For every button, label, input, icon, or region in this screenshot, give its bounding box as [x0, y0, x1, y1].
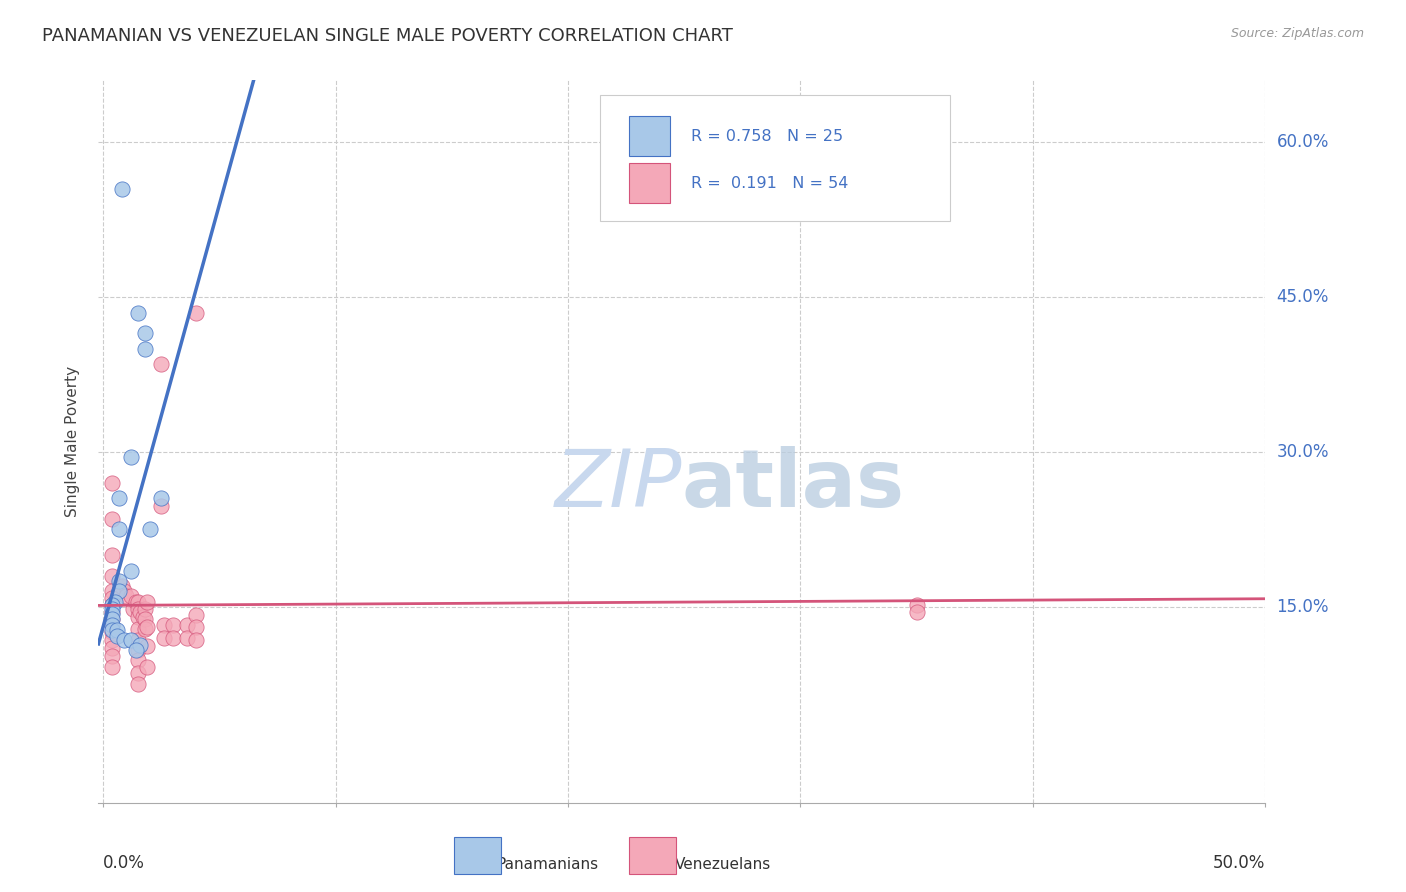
Point	[120, 632, 142, 647]
Point	[101, 607, 124, 621]
Text: Venezuelans: Venezuelans	[675, 856, 770, 871]
Point	[136, 620, 159, 634]
Point	[112, 632, 135, 647]
Point	[184, 305, 207, 319]
Point	[905, 598, 928, 612]
Point	[111, 579, 134, 593]
Point	[101, 584, 124, 599]
Point	[150, 499, 173, 513]
Text: R = 0.758   N = 25: R = 0.758 N = 25	[692, 128, 844, 144]
Point	[122, 601, 145, 615]
Point	[112, 584, 135, 599]
Point	[162, 631, 184, 645]
Point	[101, 591, 124, 606]
Point	[134, 342, 156, 356]
Point	[124, 594, 146, 608]
Point	[176, 631, 198, 645]
Point	[127, 643, 149, 657]
Point	[136, 659, 159, 673]
Text: R =  0.191   N = 54: R = 0.191 N = 54	[692, 176, 849, 191]
FancyBboxPatch shape	[454, 838, 501, 873]
Point	[127, 610, 149, 624]
FancyBboxPatch shape	[630, 838, 676, 873]
Point	[176, 618, 198, 632]
Point	[105, 629, 128, 643]
Point	[105, 624, 128, 638]
Point	[101, 598, 124, 612]
Point	[108, 574, 131, 588]
Point	[108, 584, 131, 599]
Text: PANAMANIAN VS VENEZUELAN SINGLE MALE POVERTY CORRELATION CHART: PANAMANIAN VS VENEZUELAN SINGLE MALE POV…	[42, 27, 733, 45]
Point	[129, 638, 152, 652]
Text: Panamanians: Panamanians	[496, 856, 599, 871]
Text: Source: ZipAtlas.com: Source: ZipAtlas.com	[1230, 27, 1364, 40]
Point	[127, 665, 149, 680]
Point	[120, 450, 142, 464]
Point	[120, 590, 142, 604]
FancyBboxPatch shape	[630, 116, 671, 156]
Point	[101, 475, 124, 490]
Point	[101, 612, 124, 626]
Point	[127, 632, 149, 647]
Point	[101, 598, 124, 612]
Point	[134, 612, 156, 626]
Text: 30.0%: 30.0%	[1277, 442, 1329, 461]
Point	[150, 491, 173, 506]
Point	[138, 522, 160, 536]
Point	[101, 601, 124, 615]
Point	[101, 649, 124, 664]
Point	[127, 677, 149, 691]
Point	[127, 653, 149, 667]
Point	[150, 357, 173, 371]
Text: ZIP: ZIP	[554, 446, 682, 524]
Text: atlas: atlas	[682, 446, 905, 524]
FancyBboxPatch shape	[600, 95, 950, 221]
Point	[120, 564, 142, 578]
Point	[162, 618, 184, 632]
Point	[184, 607, 207, 622]
Point	[108, 522, 131, 536]
Point	[101, 605, 124, 619]
Point	[184, 632, 207, 647]
Point	[101, 618, 124, 632]
Point	[152, 618, 174, 632]
Point	[905, 605, 928, 619]
Point	[134, 601, 156, 615]
Text: 50.0%: 50.0%	[1213, 855, 1265, 872]
Point	[101, 659, 124, 673]
Point	[127, 601, 149, 615]
Point	[127, 623, 149, 637]
Point	[101, 568, 124, 582]
Point	[101, 625, 124, 640]
Point	[101, 640, 124, 655]
Point	[104, 594, 127, 608]
Point	[101, 632, 124, 647]
Point	[101, 548, 124, 562]
Point	[115, 590, 138, 604]
Point	[108, 491, 131, 506]
Point	[124, 643, 146, 657]
Point	[134, 623, 156, 637]
Point	[101, 618, 124, 632]
Point	[136, 594, 159, 608]
Point	[129, 605, 152, 619]
Point	[101, 624, 124, 638]
Point	[101, 612, 124, 626]
Point	[127, 594, 149, 608]
Text: 15.0%: 15.0%	[1277, 598, 1329, 615]
Point	[131, 610, 153, 624]
Point	[184, 620, 207, 634]
Point	[111, 181, 134, 195]
Point	[134, 326, 156, 341]
Point	[127, 305, 149, 319]
Text: 0.0%: 0.0%	[103, 855, 145, 872]
FancyBboxPatch shape	[630, 163, 671, 203]
Y-axis label: Single Male Poverty: Single Male Poverty	[65, 366, 80, 517]
Point	[152, 631, 174, 645]
Point	[101, 512, 124, 526]
Text: 45.0%: 45.0%	[1277, 288, 1329, 306]
Point	[136, 639, 159, 653]
Text: 60.0%: 60.0%	[1277, 133, 1329, 152]
